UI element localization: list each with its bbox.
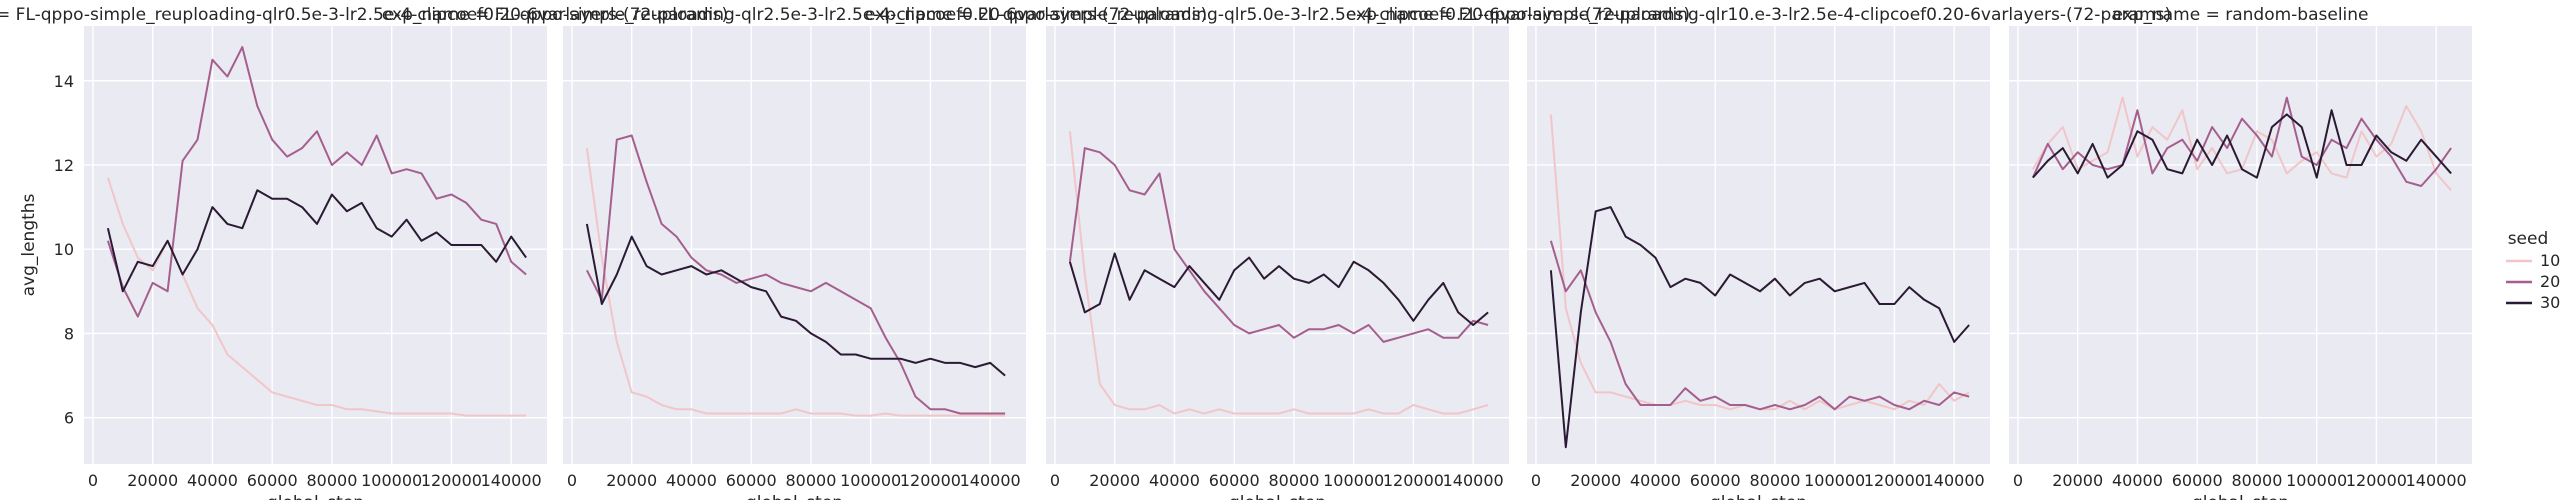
x-axis-label: global_step bbox=[1229, 493, 1326, 500]
x-tick-label: 140000 bbox=[1924, 471, 1985, 490]
series-line-seed-30 bbox=[2032, 109, 2452, 179]
series-line-seed-20 bbox=[586, 134, 1006, 415]
x-tick-label: 40000 bbox=[1149, 471, 1200, 490]
x-tick-label: 140000 bbox=[960, 471, 1021, 490]
panel-background-3 bbox=[1046, 26, 1509, 464]
x-tick-label: 120000 bbox=[1864, 471, 1925, 490]
y-tick-label: 14 bbox=[54, 72, 74, 91]
x-tick-label: 20000 bbox=[1570, 471, 1621, 490]
series-line-seed-30 bbox=[585, 223, 1006, 377]
x-tick-label: 40000 bbox=[2112, 471, 2163, 490]
x-tick-label: 100000 bbox=[1323, 471, 1384, 490]
x-tick-label: 80000 bbox=[1268, 471, 1319, 490]
x-axis-label: global_step bbox=[1710, 493, 1807, 500]
x-tick-label: 80000 bbox=[785, 471, 836, 490]
panel-title-5: exp_name = random-baseline bbox=[2112, 5, 2368, 25]
series-line-seed-30 bbox=[106, 189, 527, 293]
legend-label-20: 20 bbox=[2540, 272, 2560, 291]
x-tick-label: 0 bbox=[1050, 471, 1060, 490]
series-line-seed-20 bbox=[1068, 147, 1489, 343]
x-tick-label: 80000 bbox=[306, 471, 357, 490]
x-tick-label: 60000 bbox=[1690, 471, 1741, 490]
x-tick-label: 100000 bbox=[1804, 471, 1865, 490]
x-tick-label: 120000 bbox=[421, 471, 482, 490]
y-tick-label: 8 bbox=[64, 324, 74, 343]
x-tick-label: 80000 bbox=[1749, 471, 1800, 490]
x-tick-label: 40000 bbox=[666, 471, 717, 490]
x-tick-label: 120000 bbox=[900, 471, 961, 490]
x-tick-label: 20000 bbox=[1089, 471, 1140, 490]
legend-label-10: 10 bbox=[2540, 251, 2560, 270]
series-line-seed-20 bbox=[1549, 240, 1970, 411]
x-tick-label: 60000 bbox=[247, 471, 298, 490]
x-axis-label: global_step bbox=[746, 493, 843, 500]
series-line-seed-20 bbox=[106, 46, 527, 318]
x-tick-label: 100000 bbox=[361, 471, 422, 490]
x-tick-label: 120000 bbox=[2346, 471, 2407, 490]
panel-title-3: exp_name = FL-qppo-simple_reuploading-ql… bbox=[865, 5, 1690, 25]
x-tick-label: 60000 bbox=[1209, 471, 1260, 490]
x-axis-label: global_step bbox=[267, 493, 364, 500]
legend-label-30: 30 bbox=[2540, 293, 2560, 312]
series-line-seed-10 bbox=[1068, 131, 1489, 415]
x-tick-label: 0 bbox=[567, 471, 577, 490]
x-tick-label: 60000 bbox=[726, 471, 777, 490]
panel-background-2 bbox=[563, 26, 1026, 464]
x-tick-label: 140000 bbox=[2406, 471, 2467, 490]
x-axis-label: global_step bbox=[2192, 493, 2289, 500]
x-tick-label: 80000 bbox=[2231, 471, 2282, 490]
x-tick-label: 40000 bbox=[1630, 471, 1681, 490]
x-tick-label: 60000 bbox=[2172, 471, 2223, 490]
y-axis-label: avg_lengths bbox=[19, 193, 39, 296]
x-tick-label: 120000 bbox=[1383, 471, 1444, 490]
panel-background-4 bbox=[1527, 26, 1990, 464]
x-tick-label: 0 bbox=[1531, 471, 1541, 490]
panel-title-1: exp_name = FL-qppo-simple_reuploading-ql… bbox=[0, 5, 728, 25]
y-tick-label: 10 bbox=[54, 240, 74, 259]
panel-title-4: exp_name = FL-qppo-simple_reuploading-ql… bbox=[1346, 5, 2171, 25]
legend-title: seed bbox=[2508, 229, 2549, 249]
series-line-seed-30 bbox=[1549, 206, 1970, 449]
x-tick-label: 40000 bbox=[187, 471, 238, 490]
panel-title-2: exp_name = FL-qppo-simple_reuploading-ql… bbox=[382, 5, 1207, 25]
x-tick-label: 0 bbox=[2013, 471, 2023, 490]
series-line-seed-30 bbox=[1068, 252, 1489, 326]
x-tick-label: 0 bbox=[88, 471, 98, 490]
y-tick-label: 12 bbox=[54, 156, 74, 175]
series-line-seed-10 bbox=[585, 147, 1006, 417]
x-tick-label: 140000 bbox=[1443, 471, 1504, 490]
x-tick-label: 100000 bbox=[840, 471, 901, 490]
panel-background-5 bbox=[2009, 26, 2472, 464]
x-tick-label: 100000 bbox=[2286, 471, 2347, 490]
y-tick-label: 6 bbox=[64, 409, 74, 428]
x-tick-label: 20000 bbox=[2052, 471, 2103, 490]
x-tick-label: 20000 bbox=[606, 471, 657, 490]
x-tick-label: 20000 bbox=[127, 471, 178, 490]
x-tick-label: 140000 bbox=[481, 471, 542, 490]
